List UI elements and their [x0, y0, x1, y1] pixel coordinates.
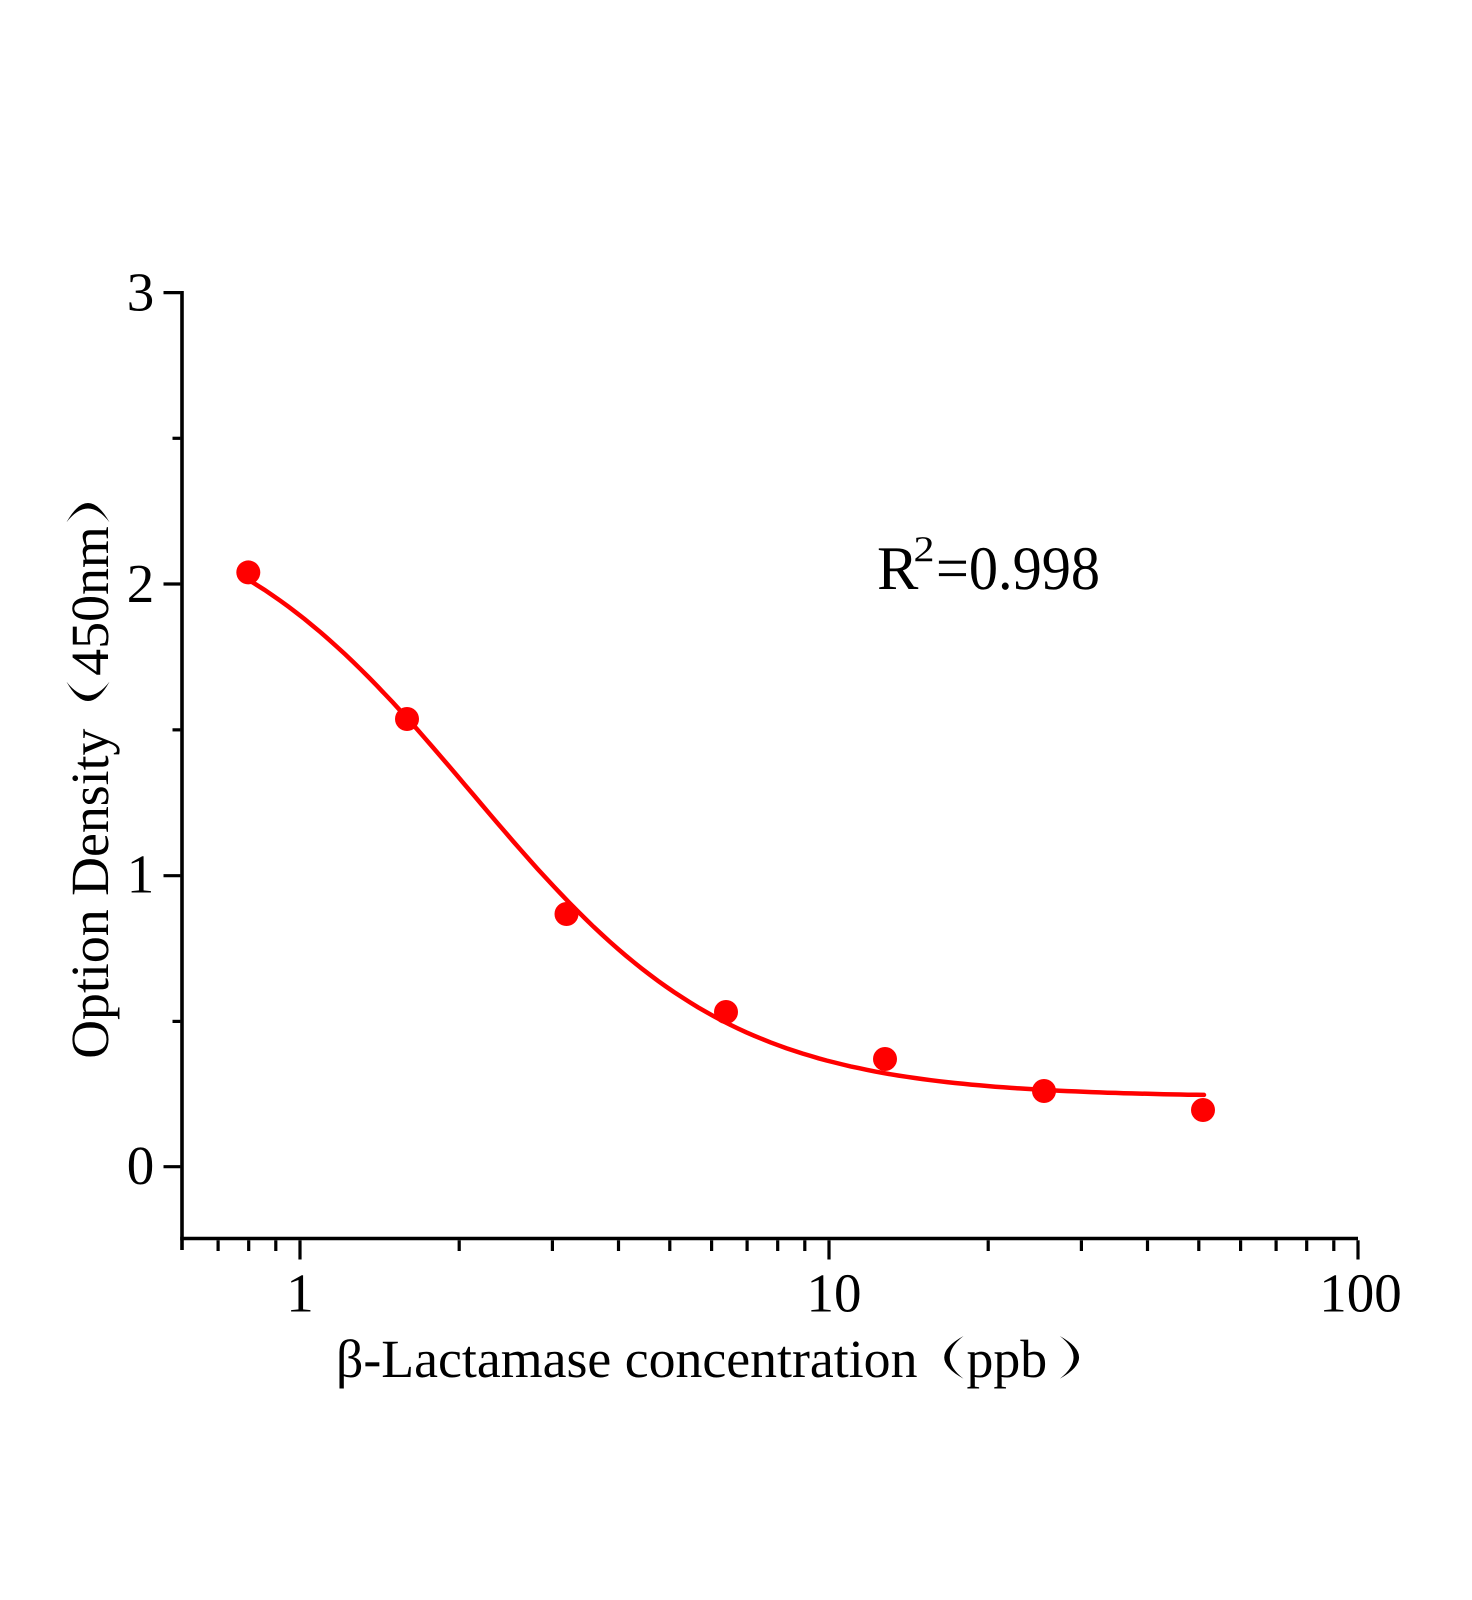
- svg-text:β-Lactamase concentration: β-Lactamase concentration: [336, 1329, 918, 1389]
- svg-text:Option Density: Option Density: [60, 728, 120, 1058]
- svg-text:10: 10: [807, 1263, 862, 1324]
- svg-text:=0.998: =0.998: [936, 535, 1100, 603]
- svg-text:1: 1: [286, 1263, 314, 1324]
- svg-text:0: 0: [127, 1135, 155, 1196]
- svg-text:ppb: ppb: [967, 1329, 1048, 1389]
- svg-text:3: 3: [127, 261, 155, 322]
- svg-text:100: 100: [1319, 1263, 1402, 1324]
- svg-text:R: R: [877, 535, 919, 603]
- svg-text:450nm: 450nm: [60, 526, 120, 675]
- svg-text:1: 1: [127, 843, 155, 904]
- svg-text:2: 2: [127, 553, 155, 614]
